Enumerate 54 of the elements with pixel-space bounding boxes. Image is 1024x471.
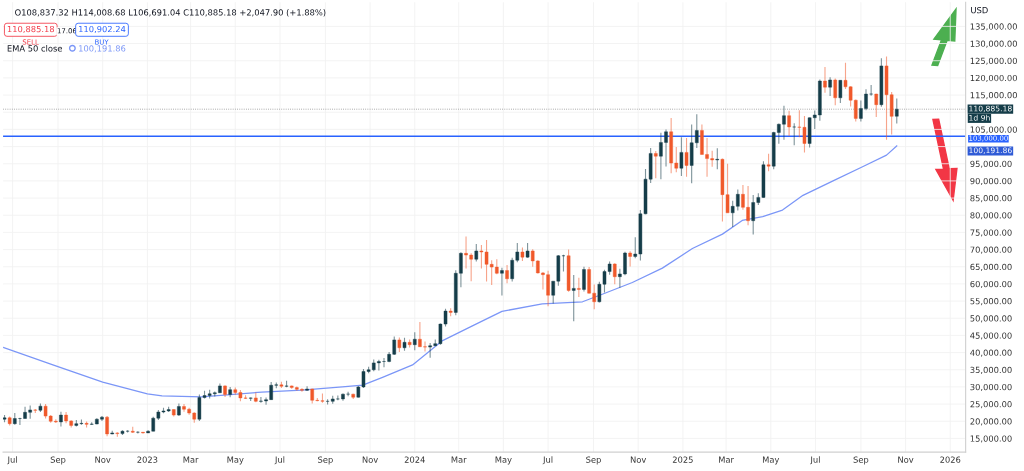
x-tick-label: Sep — [318, 456, 333, 465]
x-tick-label: Jul — [7, 456, 17, 465]
x-tick-label: Mar — [719, 456, 734, 463]
y-tick-label: 75,000.00 — [970, 229, 1012, 237]
annotation: 100,191.86 — [79, 45, 126, 53]
x-tick-label: Mar — [451, 456, 467, 463]
x-tick-label: 2024 — [404, 456, 425, 463]
x-tick-label: Nov — [95, 456, 111, 463]
x-tick-label: Sep — [853, 456, 869, 465]
y-tick-label: 25,000.00 — [970, 401, 1012, 409]
y-tick-label: 15,000.00 — [970, 435, 1012, 443]
x-tick-label: 2023 — [137, 456, 158, 463]
y-tick-label: 55,000.00 — [970, 298, 1012, 306]
y-tick-label: 105,000.00 — [970, 126, 1017, 134]
y-tick-label: 120,000.00 — [970, 74, 1017, 83]
y-tick-label: 30,000.00 — [970, 383, 1012, 392]
x-tick-label: Nov — [898, 456, 914, 463]
x-tick-label: 2025 — [672, 456, 693, 463]
text: USD — [971, 7, 988, 14]
y-tick-label: 35,000.00 — [970, 366, 1012, 374]
annotation: O108,837.32 H114,008.68 L106,691.04 C110,885.18 +2,047.90 (+1.88%) — [15, 9, 326, 17]
x-tick-label: May — [227, 456, 244, 465]
y-tick-label: 130,000.00 — [970, 40, 1017, 48]
y-tick-label: 40,000.00 — [970, 349, 1012, 357]
y-tick-label: 70,000.00 — [970, 246, 1012, 254]
candlestick — [869, 84, 873, 97]
y-tick-label: 60,000.00 — [970, 280, 1012, 289]
y-tick-label: 95,000.00 — [970, 160, 1012, 168]
legend-label: EMA 50 close — [7, 45, 62, 52]
x-tick-label: Nov — [362, 456, 378, 463]
y-tick-label: 85,000.00 — [970, 195, 1012, 203]
x-tick-label: Mar — [183, 456, 199, 463]
x-tick-label: Nov — [630, 456, 647, 463]
y-tick-label: 90,000.00 — [970, 177, 1012, 186]
candlestick — [628, 250, 632, 267]
y-tick-label: 65,000.00 — [970, 263, 1012, 271]
x-tick-label: Sep — [50, 456, 66, 465]
candlestick — [136, 430, 140, 435]
annotation: 110,885.18 — [7, 25, 55, 34]
y-tick-label: 80,000.00 — [970, 212, 1012, 220]
y-tick-label: 20,000.00 — [970, 418, 1012, 426]
x-tick-label: Sep — [586, 456, 601, 465]
y-tick-label: 135,000.00 — [970, 23, 1017, 31]
y-tick-label: 115,000.00 — [970, 92, 1017, 100]
annotation: 110,902.24 — [79, 25, 126, 34]
x-tick-label: Jul — [542, 456, 553, 465]
x-tick-label: Jul — [810, 456, 820, 465]
y-tick-label: 45,000.00 — [970, 332, 1012, 340]
x-tick-label: Jul — [274, 456, 285, 465]
x-tick-label: May — [495, 456, 512, 465]
x-tick-label: May — [762, 456, 780, 465]
y-tick-label: 125,000.00 — [970, 57, 1017, 65]
x-tick-label: 2026 — [940, 456, 961, 463]
y-tick-label: 50,000.00 — [970, 315, 1012, 323]
